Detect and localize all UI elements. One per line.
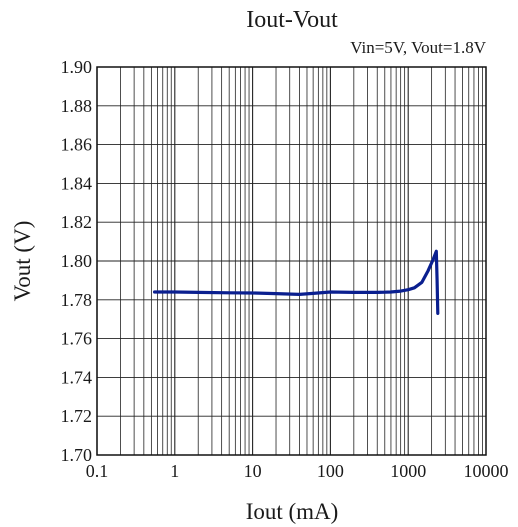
x-axis-label: Iout (mA) [246, 499, 339, 524]
x-tick-label: 10000 [464, 461, 509, 481]
x-tick-label: 1 [170, 461, 179, 481]
y-tick-label: 1.84 [61, 173, 93, 193]
y-tick-label: 1.72 [61, 406, 93, 426]
x-tick-label: 100 [317, 461, 344, 481]
x-tick-label: 10 [244, 461, 262, 481]
y-tick-label: 1.70 [61, 445, 93, 465]
y-tick-label: 1.90 [61, 57, 93, 77]
plot-frame [96, 66, 487, 456]
y-tick-label: 1.78 [61, 290, 93, 310]
y-tick-label: 1.88 [61, 96, 93, 116]
x-tick-labels: 0.1 1 10 100 1000 10000 [86, 461, 509, 481]
x-tick-label: 0.1 [86, 461, 109, 481]
chart-title: Iout-Vout [246, 7, 338, 33]
series-line [153, 249, 440, 315]
series-layer [153, 249, 440, 315]
x-tick-label: 1000 [390, 461, 426, 481]
y-tick-label: 1.80 [61, 251, 93, 271]
chart-subtitle: Vin=5V, Vout=1.8V [350, 38, 486, 57]
y-tick-label: 1.82 [61, 212, 93, 232]
y-tick-label: 1.76 [61, 329, 93, 349]
y-axis-label: Vout (V) [10, 221, 35, 302]
y-tick-label: 1.86 [61, 135, 93, 155]
y-tick-label: 1.74 [61, 367, 93, 387]
y-tick-labels: 1.70 1.72 1.74 1.76 1.78 1.80 1.82 1.84 1.86 1.88… [61, 57, 93, 465]
plot-grid [96, 66, 486, 456]
